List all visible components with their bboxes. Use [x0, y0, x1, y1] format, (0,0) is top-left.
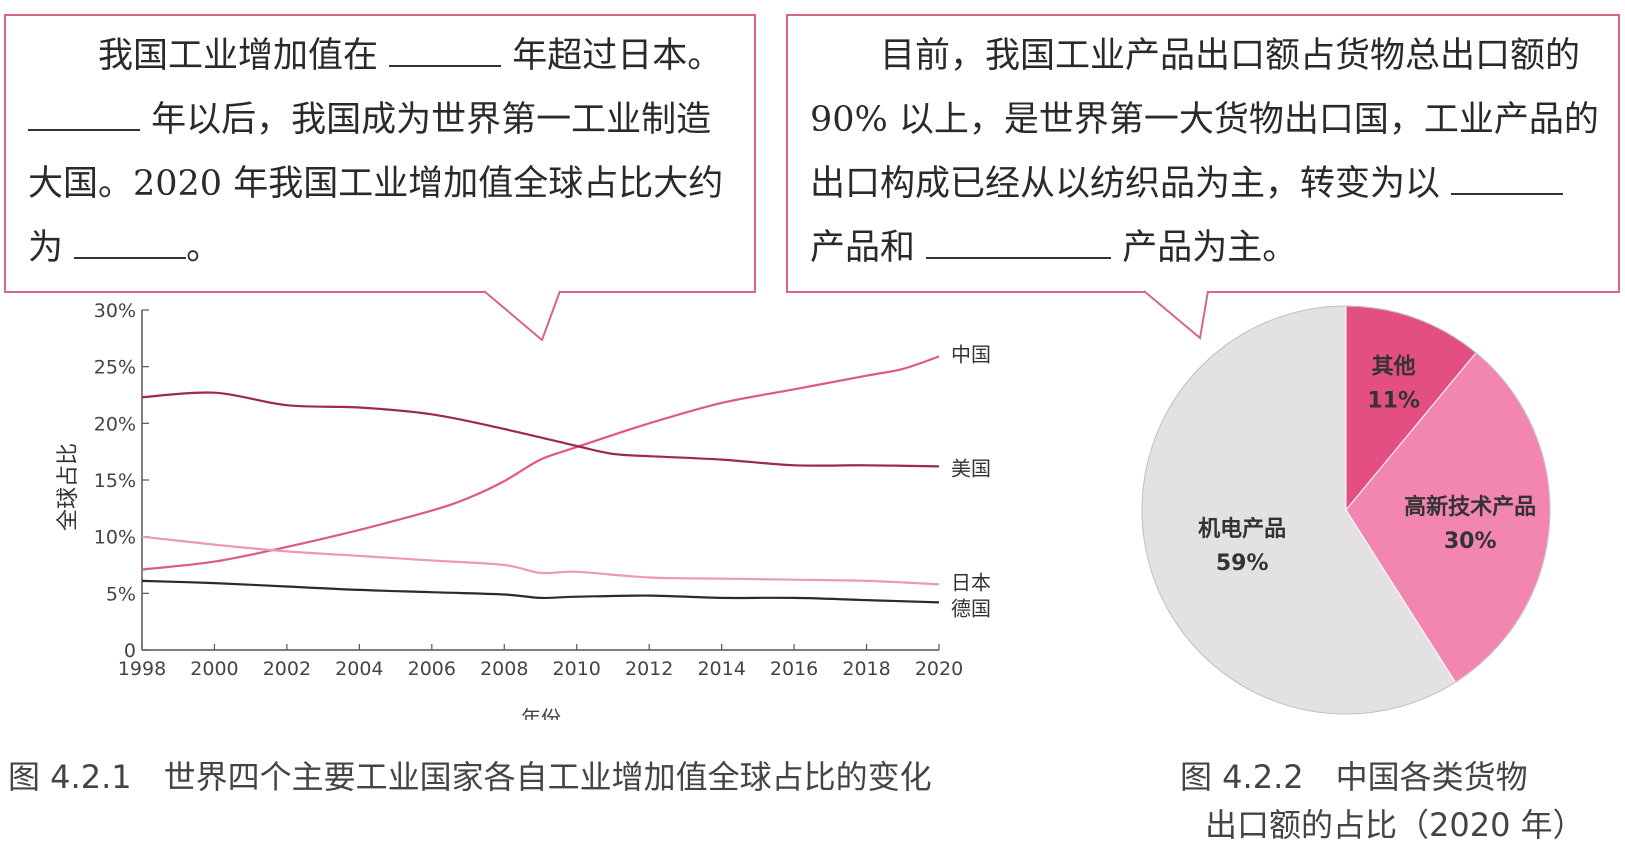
x-tick-label: 2006: [408, 658, 456, 680]
x-tick-label: 2010: [553, 658, 601, 680]
left-text-2: 年超过日本。: [512, 36, 723, 76]
figure-caption-pie-chart-line2: 出口额的占比（2020 年）: [1205, 806, 1585, 844]
answer-blank-4[interactable]: [1451, 162, 1564, 195]
pie-slice-value-3: 59%: [1216, 551, 1269, 576]
figure-caption-pie-chart: 图 4.2.2 中国各类货物: [1180, 758, 1528, 796]
left-bubble-tail: [483, 290, 561, 342]
x-tick-label: 2008: [480, 658, 528, 680]
pie-chart: 其他 11% 高新技术产品 30% 机电产品 59%: [1141, 305, 1551, 715]
y-tick-label: 25%: [94, 357, 136, 379]
left-text-1: 我国工业增加值在: [98, 36, 379, 76]
y-axis-label: 全球占比: [56, 443, 81, 531]
answer-blank-3[interactable]: [74, 226, 187, 259]
pie-chart-labels: 其他 11% 高新技术产品 30% 机电产品 59%: [1198, 355, 1536, 577]
pie-slice-value-1: 11%: [1367, 389, 1420, 414]
series-line-3: [141, 535, 940, 586]
left-text-3: 年以后，我国成为世界第一工业制造大国。2020 年我国工业增加值全球占比大约为: [28, 100, 724, 268]
series-line-2: [141, 391, 940, 468]
series-line-4: [141, 579, 940, 604]
series-line-1: [141, 355, 940, 571]
answer-blank-5[interactable]: [926, 226, 1112, 259]
x-tick-label: 2020: [915, 658, 963, 680]
line-chart-axes: 0 5% 10% 15% 20% 25% 30% 1998 2000 2002 2004 2006 20…: [94, 300, 963, 680]
left-question-text: 我国工业增加值在 年超过日本。 年以后，我国成为世界第一工业制造大国。2020 …: [28, 24, 738, 280]
y-tick-label: 10%: [94, 527, 136, 549]
series-label-4: 德国: [951, 596, 991, 620]
x-tick-label: 2004: [335, 658, 383, 680]
left-question-box: 我国工业增加值在 年超过日本。 年以后，我国成为世界第一工业制造大国。2020 …: [4, 14, 756, 293]
y-tick-label: 0: [124, 640, 136, 662]
pie-slice-label-3: 机电产品: [1198, 517, 1286, 542]
pie-chart-slices: [1141, 305, 1551, 715]
x-tick-label: 2012: [625, 658, 673, 680]
x-tick-label: 1998: [118, 658, 166, 680]
left-text-4: 。: [186, 228, 222, 268]
x-tick-label: 2002: [263, 658, 311, 680]
right-bubble-tail: [1143, 290, 1209, 340]
x-tick-label: 2016: [770, 658, 818, 680]
right-text-3: 产品为主。: [1122, 228, 1298, 268]
right-question-box: 目前，我国工业产品出口额占货物总出口额的 90% 以上，是世界第一大货物出口国，…: [786, 14, 1620, 293]
right-text-1: 目前，我国工业产品出口额占货物总出口额的 90% 以上，是世界第一大货物出口国，…: [810, 36, 1599, 204]
series-label-3: 日本: [951, 570, 991, 594]
series-label-1: 中国: [951, 342, 991, 366]
line-chart: 0 5% 10% 15% 20% 25% 30% 1998 2000 2002 2004 2006 20…: [56, 300, 991, 720]
x-tick-label: 2000: [190, 658, 238, 680]
y-tick-label: 30%: [94, 300, 136, 322]
answer-blank-1[interactable]: [389, 34, 502, 67]
y-tick-label: 20%: [94, 413, 136, 435]
x-tick-label: 2014: [697, 658, 745, 680]
series-label-2: 美国: [951, 456, 991, 480]
y-tick-label: 15%: [94, 470, 136, 492]
answer-blank-2[interactable]: [28, 98, 140, 131]
right-question-text: 目前，我国工业产品出口额占货物总出口额的 90% 以上，是世界第一大货物出口国，…: [810, 24, 1604, 280]
pie-slice-value-2: 30%: [1444, 529, 1497, 554]
pie-outline: [1141, 305, 1551, 715]
x-tick-label: 2018: [842, 658, 890, 680]
pie-slice-label-1: 其他: [1372, 355, 1416, 380]
right-text-2: 产品和: [810, 228, 916, 268]
line-chart-series: [141, 355, 940, 604]
x-axis-label: 年份: [521, 706, 561, 720]
figure-caption-line-chart: 图 4.2.1 世界四个主要工业国家各自工业增加值全球占比的变化: [8, 758, 932, 796]
pie-slice-label-2: 高新技术产品: [1404, 494, 1536, 520]
y-tick-label: 5%: [106, 583, 136, 605]
